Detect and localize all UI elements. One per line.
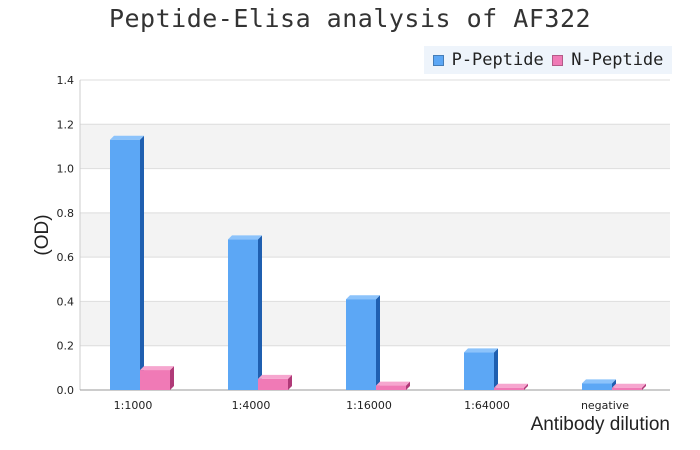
bar-n-peptide-1-1000-top (140, 366, 174, 371)
bar-p-peptide-1-16000-side (376, 295, 380, 390)
x-tick-label: negative (581, 399, 629, 412)
bar-p-peptide-1-64000-side (494, 348, 498, 390)
y-tick-label: 0.0 (57, 384, 75, 397)
bar-p-peptide-1-1000-top (110, 135, 144, 140)
legend: P-Peptide N-Peptide (424, 46, 672, 74)
legend-item-p-peptide[interactable]: P-Peptide (432, 50, 544, 70)
y-tick-label: 1.0 (57, 163, 75, 176)
legend-label-n-peptide: N-Peptide (571, 50, 664, 70)
bar-p-peptide-1-16000-top (346, 295, 380, 300)
y-tick-label: 0.8 (57, 207, 75, 220)
bar-n-peptide-1-16000-top (376, 381, 410, 386)
bar-n-peptide-1-1000[interactable] (140, 370, 170, 390)
bar-p-peptide-1-4000-side (258, 235, 262, 390)
bar-n-peptide-1-4000-top (258, 374, 292, 379)
legend-swatch-p-peptide (432, 54, 444, 66)
bar-n-peptide-1-64000[interactable] (494, 387, 524, 390)
chart-title: Peptide-Elisa analysis of AF322 (108, 4, 592, 33)
bar-n-peptide-1-1000-side (170, 366, 174, 390)
y-axis-title: (OD) (32, 214, 53, 256)
y-tick-label: 1.4 (57, 74, 75, 87)
bar-n-peptide-negative-side (642, 383, 646, 390)
legend-item-n-peptide[interactable]: N-Peptide (552, 50, 663, 70)
bar-n-peptide-1-64000-top (494, 383, 528, 388)
y-tick-label: 0.6 (57, 251, 75, 264)
bar-p-peptide-1-1000[interactable] (110, 139, 140, 390)
bar-p-peptide-1-4000-top (228, 235, 262, 240)
legend-label-p-peptide: P-Peptide (451, 50, 544, 70)
bar-p-peptide-1-64000[interactable] (464, 352, 494, 390)
legend-swatch-n-peptide (552, 54, 564, 66)
y-tick-label: 0.2 (57, 340, 75, 353)
bar-n-peptide-1-4000-side (288, 374, 292, 390)
bar-n-peptide-1-4000[interactable] (258, 378, 288, 390)
bar-p-peptide-1-16000[interactable] (346, 299, 376, 390)
x-tick-label: 1:1000 (114, 399, 153, 412)
x-tick-label: 1:4000 (232, 399, 271, 412)
bar-n-peptide-negative[interactable] (612, 387, 642, 390)
bar-p-peptide-negative-top (582, 379, 616, 384)
grid-band (80, 212, 670, 258)
bar-n-peptide-1-16000-side (406, 381, 410, 390)
x-tick-label: 1:16000 (346, 399, 392, 412)
bar-n-peptide-1-16000[interactable] (376, 385, 406, 390)
bar-n-peptide-1-64000-side (524, 383, 528, 390)
bar-p-peptide-1-1000-side (140, 135, 144, 390)
grid-band (80, 124, 670, 169)
x-tick-label: 1:64000 (464, 399, 510, 412)
x-axis-title: Antibody dilution (530, 414, 670, 435)
bar-p-peptide-1-4000[interactable] (228, 239, 258, 390)
bar-p-peptide-negative[interactable] (582, 383, 612, 390)
y-tick-label: 0.4 (57, 295, 75, 308)
bar-n-peptide-negative-top (612, 383, 646, 388)
bar-p-peptide-1-64000-top (464, 348, 498, 353)
y-tick-label: 1.2 (57, 118, 75, 131)
